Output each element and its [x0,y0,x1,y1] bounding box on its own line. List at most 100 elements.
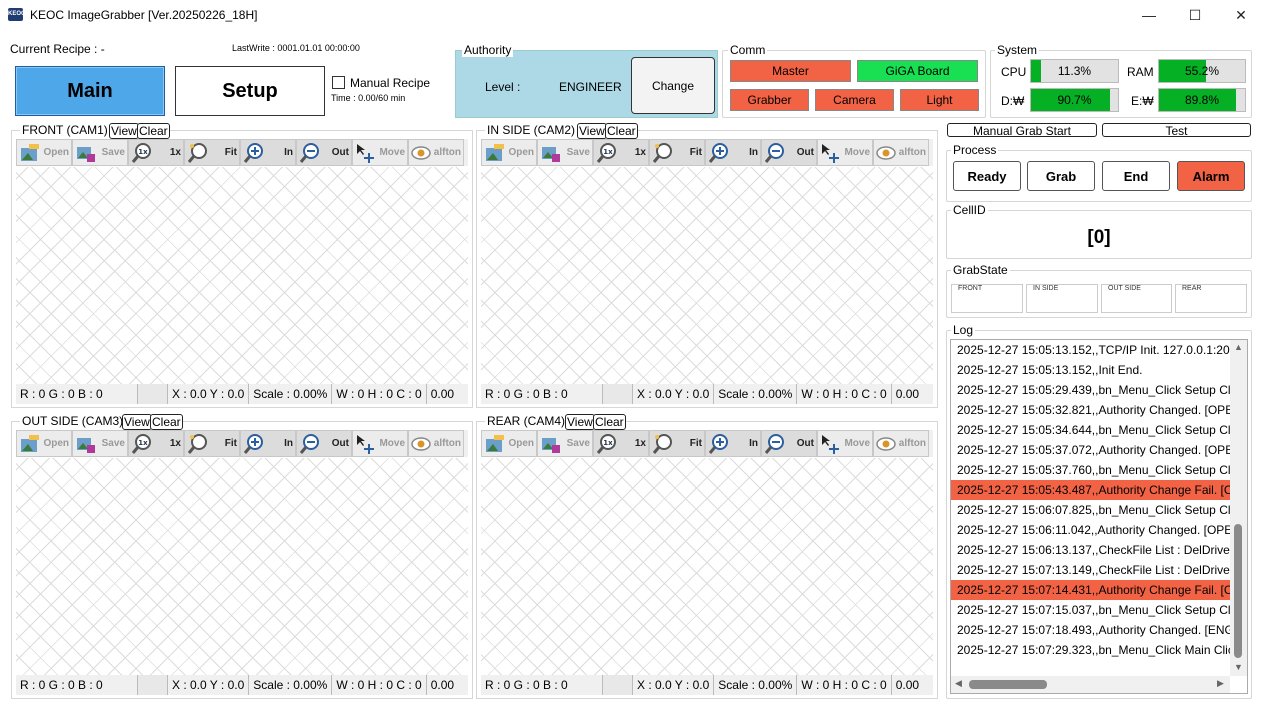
change-authority-button[interactable]: Change [631,57,715,114]
clear-button[interactable]: Clear [150,414,183,430]
comm-master-button[interactable]: Master [730,60,851,82]
log-horizontal-scroll-thumb[interactable] [969,680,1047,689]
log-vertical-scrollbar[interactable]: ▲ ▼ [1230,340,1247,676]
scroll-left-arrow-icon[interactable]: ◀ [955,678,962,688]
fit-tool-button[interactable]: Fit [184,430,240,457]
view-button[interactable]: View [122,414,152,430]
process-group [946,150,1252,202]
one-x-tool-button[interactable]: 1x 1x [593,430,649,457]
move-tool-button[interactable]: Move [352,430,408,457]
setup-menu-button[interactable]: Setup [175,66,325,116]
manual-recipe-label: Manual Recipe [350,76,431,90]
log-line[interactable]: 2025-12-27 15:05:34.644,,bn_Menu_Click S… [957,423,1231,437]
manual-recipe-checkbox[interactable] [332,76,345,89]
log-line[interactable]: 2025-12-27 15:07:29.323,,bn_Menu_Click M… [957,643,1231,657]
log-line[interactable]: 2025-12-27 15:05:32.821,,Authority Chang… [957,403,1231,417]
one-x-tool-button[interactable]: 1x 1x [128,139,184,166]
log-line[interactable]: 2025-12-27 15:07:13.149,,CheckFile List … [957,563,1231,577]
clear-button[interactable]: Clear [605,123,638,139]
camera-image-area[interactable] [481,458,933,675]
minimize-button[interactable]: — [1142,7,1156,23]
halftone-tool-button[interactable]: alfton [873,139,929,166]
clear-button[interactable]: Clear [593,414,626,430]
fit-tool-button[interactable]: Fit [184,139,240,166]
open-tool-button[interactable]: Open [481,430,537,457]
process-grab-button[interactable]: Grab [1027,161,1095,191]
zoom-in-tool-button[interactable]: In [240,430,296,457]
zoom-out-tool-button[interactable]: Out [761,139,817,166]
log-list[interactable]: 2025-12-27 15:05:13.152,,TCP/IP Init. 12… [950,339,1248,694]
log-line[interactable]: 2025-12-27 15:07:15.037,,bn_Menu_Click S… [957,603,1231,617]
comm-camera-button[interactable]: Camera [815,89,894,111]
halftone-tool-button[interactable]: alfton [408,430,464,457]
main-menu-button[interactable]: Main [15,66,165,116]
save-tool-button[interactable]: Save [72,139,128,166]
log-line[interactable]: 2025-12-27 15:05:13.152,,TCP/IP Init. 12… [957,343,1231,357]
comm-light-button[interactable]: Light [900,89,979,111]
log-line[interactable]: 2025-12-27 15:07:14.431,,Authority Chang… [951,580,1231,600]
open-tool-button[interactable]: Open [16,139,72,166]
ram-meter-fill [1159,60,1207,82]
test-button[interactable]: Test [1102,123,1251,137]
log-line[interactable]: 2025-12-27 15:05:43.487,,Authority Chang… [951,480,1231,500]
log-horizontal-scrollbar[interactable]: ◀ ▶ [951,676,1230,693]
close-button[interactable]: ✕ [1235,6,1247,23]
view-button[interactable]: View [577,123,607,139]
save-tool-button[interactable]: Save [537,430,593,457]
camera-image-area[interactable] [16,167,468,384]
log-line[interactable]: 2025-12-27 15:07:18.493,,Authority Chang… [957,623,1231,637]
zoom-in-tool-button[interactable]: In [240,139,296,166]
fit-tool-button[interactable]: Fit [649,139,705,166]
ram-meter: 55.2% [1158,59,1246,83]
comm-grabber-button[interactable]: Grabber [730,89,809,111]
scroll-right-arrow-icon[interactable]: ▶ [1217,678,1224,688]
halftone-tool-button[interactable]: alfton [408,139,464,166]
log-line[interactable]: 2025-12-27 15:05:29.439,,bn_Menu_Click S… [957,383,1231,397]
fit-tool-button[interactable]: Fit [649,430,705,457]
scroll-down-arrow-icon[interactable]: ▼ [1234,662,1243,672]
save-tool-button[interactable]: Save [537,139,593,166]
value-readout: 0.00 [895,387,920,401]
log-line[interactable]: 2025-12-27 15:05:37.760,,bn_Menu_Click S… [957,463,1231,477]
camera-image-area[interactable] [481,167,933,384]
xy-readout: X : 0.0 Y : 0.0 [168,384,250,404]
cellid-title: CellID [951,203,988,217]
process-alarm-button[interactable]: Alarm [1177,161,1245,191]
cpu-meter-fill [1031,60,1041,82]
process-ready-button[interactable]: Ready [953,161,1021,191]
ram-value: 55.2% [1184,64,1220,78]
halftone-tool-button[interactable]: alfton [873,430,929,457]
move-tool-button[interactable]: Move [817,139,873,166]
manual-grab-start-button[interactable]: Manual Grab Start [947,123,1097,137]
zoom-in-tool-button[interactable]: In [705,139,761,166]
view-button[interactable]: View [109,123,139,139]
zoom-out-tool-button[interactable]: Out [296,139,352,166]
svg-text:1x: 1x [138,148,148,156]
clear-button[interactable]: Clear [137,123,170,139]
grabstate-title: GrabState [951,263,1010,277]
zoom-out-tool-button[interactable]: Out [761,430,817,457]
comm-giga-board-button[interactable]: GiGA Board [857,60,978,82]
one-x-tool-button[interactable]: 1x 1x [128,430,184,457]
scroll-up-arrow-icon[interactable]: ▲ [1234,342,1243,352]
process-end-button[interactable]: End [1102,161,1170,191]
d-drive-value: 90.7% [1057,93,1092,107]
save-tool-button[interactable]: Save [72,430,128,457]
view-button[interactable]: View [565,414,595,430]
log-line[interactable]: 2025-12-27 15:05:37.072,,Authority Chang… [957,443,1231,457]
maximize-button[interactable]: ☐ [1188,6,1202,23]
log-line[interactable]: 2025-12-27 15:05:13.152,,Init End. [957,363,1143,377]
camera-image-area[interactable] [16,458,468,675]
log-line[interactable]: 2025-12-27 15:06:11.042,,Authority Chang… [957,523,1231,537]
move-icon [822,435,839,454]
zoom-out-tool-button[interactable]: Out [296,430,352,457]
log-line[interactable]: 2025-12-27 15:06:13.137,,CheckFile List … [957,543,1231,557]
move-tool-button[interactable]: Move [817,430,873,457]
zoom-in-tool-button[interactable]: In [705,430,761,457]
open-tool-button[interactable]: Open [16,430,72,457]
log-line[interactable]: 2025-12-27 15:06:07.825,,bn_Menu_Click S… [957,503,1231,517]
open-tool-button[interactable]: Open [481,139,537,166]
log-vertical-scroll-thumb[interactable] [1234,524,1242,658]
move-tool-button[interactable]: Move [352,139,408,166]
one-x-tool-button[interactable]: 1x 1x [593,139,649,166]
